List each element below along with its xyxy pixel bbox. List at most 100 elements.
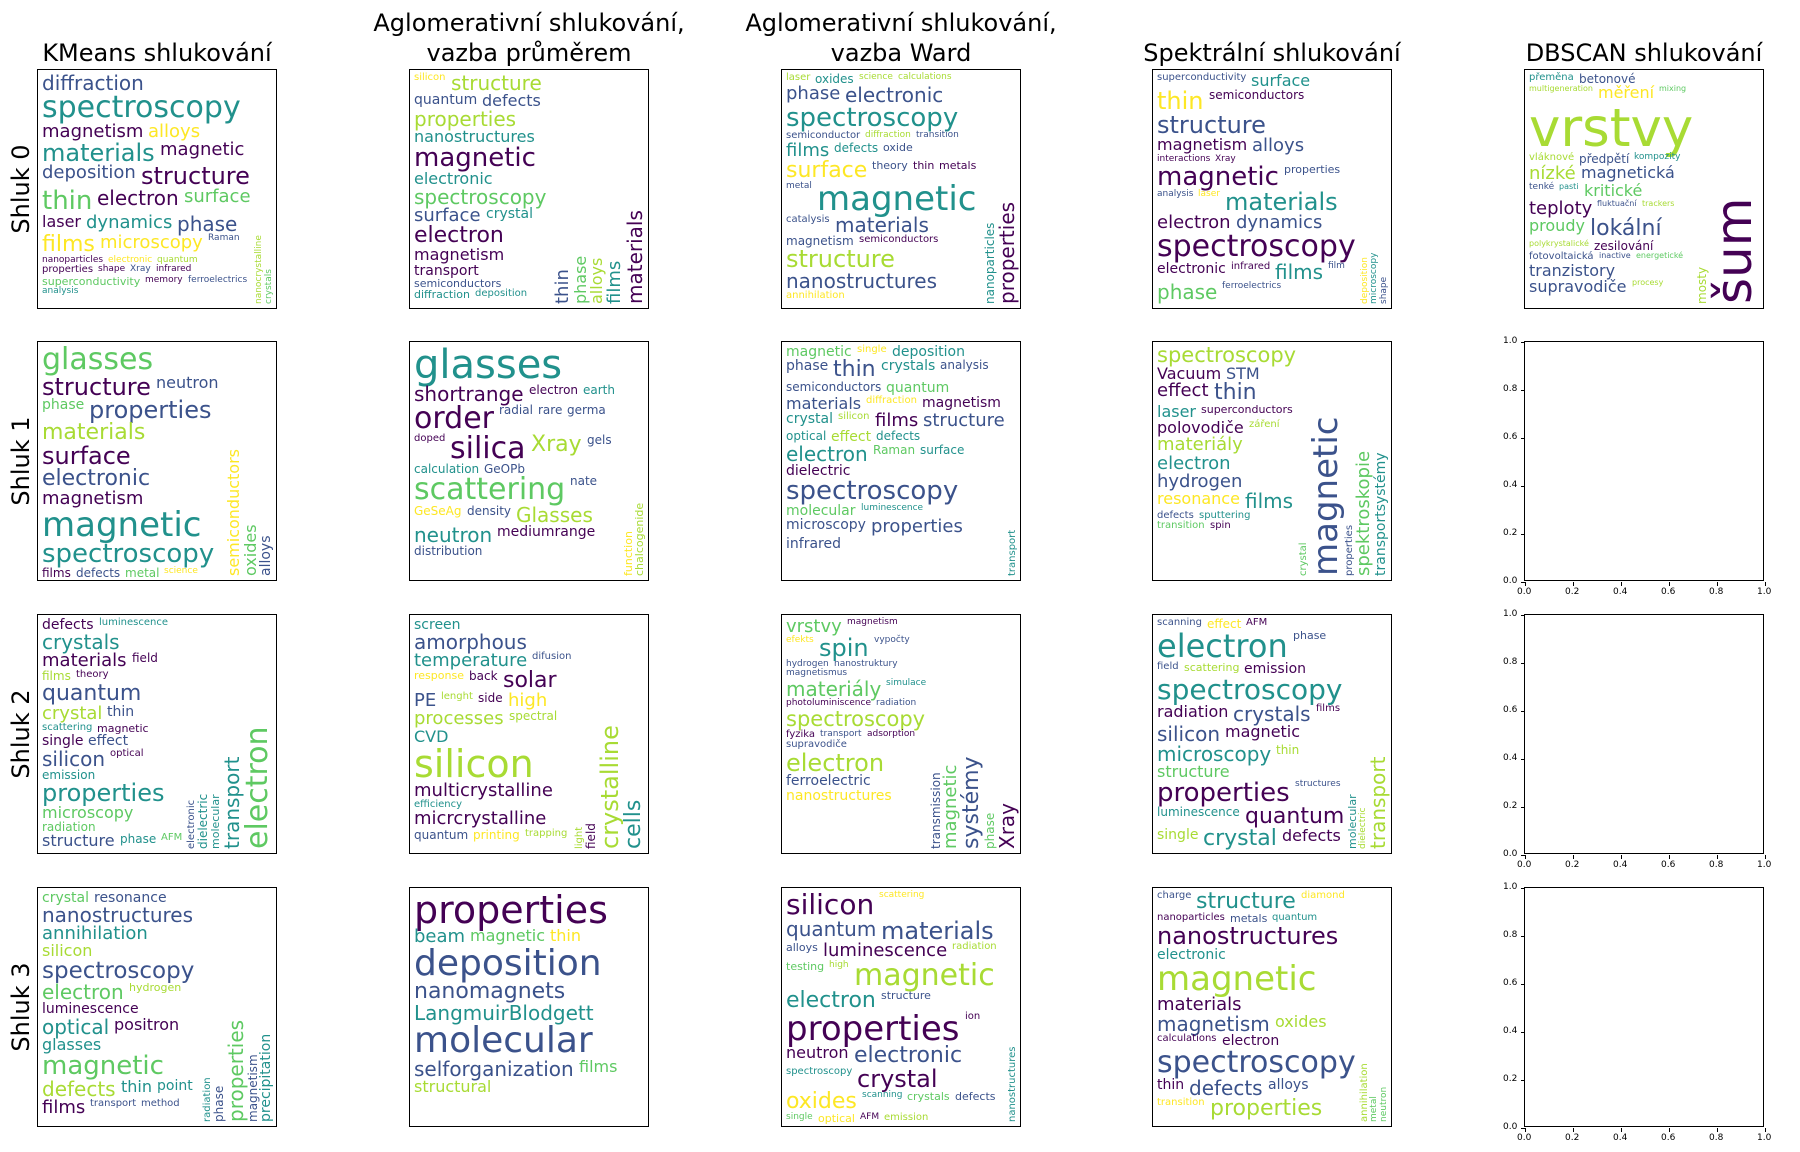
cloud-word-vertical: neutron [1378,1086,1389,1122]
cloud-word: properties [414,888,608,932]
cloud-word: processes [414,708,504,730]
cloud-word: lenght [441,691,473,703]
cloud-word: structure [42,372,151,401]
cloud-word: vrstvy [1529,97,1694,159]
cloud-word: electron [529,383,579,397]
cloud-word: energetické [1636,251,1684,261]
cloud-word-vertical: metal [1369,1096,1380,1122]
y-tick-label: 0.2 [1503,528,1518,538]
cloud-word: structure [1157,111,1266,139]
cloud-word: diffraction [414,288,470,302]
cloud-word: phase [1157,279,1218,304]
cloud-word: scanning [1157,617,1202,628]
cloud-word: side [478,691,503,706]
cloud-word: spectroscopy [786,706,926,731]
cloud-word: memory [145,274,183,285]
cloud-word: thin [1276,742,1300,757]
cloud-word: response [414,669,464,683]
cloud-word: efficiency [414,798,463,810]
cloud-word: single [42,733,84,750]
cloud-word: properties [42,264,94,276]
cloud-word-vertical: transport [219,756,244,849]
empty-axes: 0.0 0.2 0.4 0.6 0.8 1.0 0.0 0.2 0.4 0.6 0.8 1.0 [1503,882,1771,1143]
cloud-word: nanostructures [414,127,535,147]
cloud-word: films [1316,702,1341,714]
cloud-word: alloys [1252,134,1305,156]
cloud-word: structure [881,989,931,1002]
cloud-word: electronic [854,1043,963,1069]
cloud-word: GeOPb [484,462,525,476]
cloud-word: neutron [414,522,493,547]
cloud-word: luminescence [42,1001,139,1018]
y-tick-mark [1521,854,1525,856]
x-tick-label: 0.6 [1661,587,1676,597]
cloud-word: metal [786,180,812,191]
cloud-word: alloys [786,941,818,955]
row-label-3: Shluk 3 [6,887,36,1127]
x-tick-label: 0.0 [1517,1133,1532,1143]
cloud-word: tranzistory [1529,260,1616,280]
y-tick-label: 1.0 [1503,336,1518,346]
cloud-word: transport [90,1097,137,1109]
cloud-word: difusion [532,651,572,663]
cloud-word: tenké [1529,182,1555,193]
cloud-word: magnetism [847,617,898,627]
cloud-word: materials [42,650,127,672]
cloud-word: defects [1189,1075,1263,1100]
cloud-word: fotovoltaická [1529,251,1594,263]
cloud-word: AFM [1246,617,1268,628]
cloud-word: procesy [1632,277,1664,287]
cloud-word-vertical: dielectric [1357,807,1368,849]
cloud-word-vertical: field [584,823,599,849]
cloud-word-vertical: systémy [959,756,985,849]
y-tick-label: 0.8 [1503,657,1518,667]
cloud-word: semiconductor [786,130,861,142]
y-tick-mark [1521,662,1525,664]
cloud-word: transition [1157,1096,1205,1108]
cloud-word: electronic [1157,947,1226,964]
cloud-word: nanostructures [42,903,194,928]
cloud-word: crystals [42,630,120,655]
cloud-word: betonové [1579,72,1636,86]
cloud-word-vertical: magnetic [1306,416,1347,576]
cloud-word: magnetismus [786,668,848,679]
cloud-word: resonance [1157,488,1240,508]
cloud-word: magnetic [1225,721,1301,741]
cloud-word: thin [1157,1076,1185,1093]
cloud-word-vertical: crystal [1297,542,1309,576]
cloud-word: phase [1293,629,1327,643]
cloud-word: silicon [42,941,93,961]
x-tick-mark [1620,1128,1622,1132]
cloud-word: glasses [42,1034,102,1054]
cloud-word-vertical: function [621,531,635,576]
cloud-word: structures [1295,778,1341,789]
cloud-word: vypočty [874,635,910,646]
cloud-word: properties [1210,1095,1323,1121]
cloud-word-vertical: phase [983,812,998,849]
y-tick-label: 0.4 [1503,1026,1518,1036]
cloud-word: metals [939,158,977,172]
cloud-word: nate [570,474,598,489]
y-tick-mark [1521,1031,1525,1033]
cloud-word: point [157,1077,193,1094]
cloud-word: neutron [156,372,219,392]
x-tick-mark [1716,582,1718,586]
cloud-word: gels [587,432,612,447]
cloud-word: radiation [1157,701,1229,721]
cloud-word: emission [1244,660,1307,677]
row-label-text: Shluk 1 [7,416,35,506]
cloud-word: Raman [873,443,916,458]
cloud-word: semiconductors [786,380,882,395]
cloud-word: theory [76,669,109,681]
cloud-word: electronic [108,254,153,265]
cloud-word-vertical: oxides [240,524,260,576]
cloud-word: radiation [876,698,917,708]
word-cloud-panel: charge structure diamond nanoparticles metal… [1152,887,1392,1127]
cloud-word: ion [965,1010,981,1022]
x-tick-label: 0.2 [1565,587,1580,597]
cloud-word: films [875,409,919,431]
cloud-word-vertical: nanoparticles [983,222,998,304]
cloud-word: kompozity [1634,151,1681,162]
cloud-word: spectroscopy [1157,1045,1356,1081]
cloud-word: theory [872,158,908,172]
